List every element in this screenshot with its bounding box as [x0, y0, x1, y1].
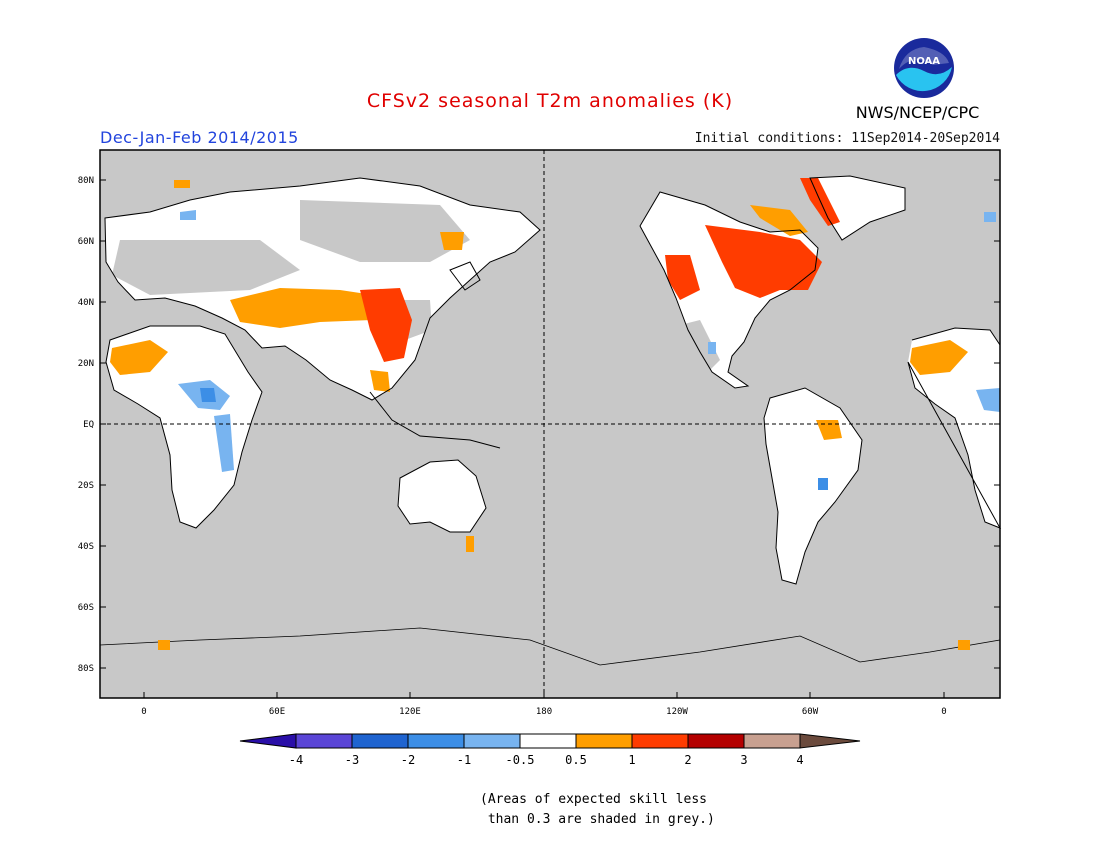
lon-label: 120W: [666, 707, 688, 717]
colorbar-segment: [687, 733, 745, 749]
initial-conditions-label: Initial conditions: 11Sep2014-20Sep2014: [694, 131, 1000, 146]
colorbar-label: 0.5: [565, 753, 587, 767]
lon-ticks: [143, 692, 945, 698]
colorbar-segment: [519, 733, 577, 749]
colorbar-segment: [463, 733, 521, 749]
skill-note: (Areas of expected skill less than 0.3 a…: [480, 790, 715, 830]
colorbar-segment: [239, 733, 297, 749]
lat-label: 20N: [78, 359, 94, 369]
lat-ticks: [100, 179, 1000, 669]
colorbar-label: 1: [628, 753, 635, 767]
landmass-africa: [106, 326, 262, 528]
colorbar-label: -0.5: [506, 753, 535, 767]
landmass-australia: [398, 460, 486, 532]
colorbar-label: -3: [345, 753, 359, 767]
colorbar-segment: [743, 733, 801, 749]
colorbar-segment: [631, 733, 689, 749]
lat-label: 40S: [78, 542, 94, 552]
colorbar-legend: -4 -3 -2 -1 -0.5 0.5 1 2 3 4: [239, 733, 861, 767]
colorbar-label: 2: [684, 753, 691, 767]
agency-label: NWS/NCEP/CPC: [855, 103, 980, 122]
lon-labels: 0 60E 120E 180 120W 60W 0: [141, 707, 946, 717]
lon-label: 60E: [269, 707, 285, 717]
colorbar-label: -4: [289, 753, 303, 767]
landmass-africa-wrap: [908, 328, 1000, 528]
lat-labels: 80N 60N 40N 20N EQ 20S 40S 60S 80S: [78, 176, 94, 674]
season-subtitle: Dec-Jan-Feb 2014/2015: [100, 128, 299, 147]
lat-label: 20S: [78, 481, 94, 491]
skill-note-line: (Areas of expected skill less: [480, 792, 707, 807]
colorbar-label: -2: [401, 753, 415, 767]
colorbar-label: 3: [740, 753, 747, 767]
lon-label: 60W: [802, 707, 819, 717]
grey-skill-patches: [112, 200, 1000, 380]
colorbar-label: -1: [457, 753, 471, 767]
lat-label: 40N: [78, 298, 94, 308]
noaa-logo-text: NOAA: [908, 56, 940, 67]
colorbar-segment: [407, 733, 465, 749]
skill-note-line: than 0.3 are shaded in grey.): [480, 812, 715, 827]
lat-label: EQ: [83, 420, 94, 430]
lon-label: 0: [141, 707, 146, 717]
lon-label: 120E: [399, 707, 421, 717]
cold-anomaly-patches: [178, 210, 1000, 490]
warm-anomaly-patches: [110, 178, 970, 650]
lat-label: 60S: [78, 603, 94, 613]
anomaly-map: 80N 60N 40N 20N EQ 20S 40S 60S 80S 0 60E…: [78, 149, 1002, 767]
lat-label: 80N: [78, 176, 94, 186]
lat-label: 80S: [78, 664, 94, 674]
lon-label: 0: [941, 707, 946, 717]
lat-label: 60N: [78, 237, 94, 247]
colorbar-label: 4: [796, 753, 803, 767]
chart-title: CFSv2 seasonal T2m anomalies (K): [366, 90, 734, 112]
colorbar-segment: [575, 733, 633, 749]
colorbar-segment: [799, 733, 861, 749]
noaa-logo-icon: NOAA: [894, 38, 954, 98]
colorbar-segment: [295, 733, 353, 749]
lon-label: 180: [536, 707, 552, 717]
colorbar-segment: [351, 733, 409, 749]
